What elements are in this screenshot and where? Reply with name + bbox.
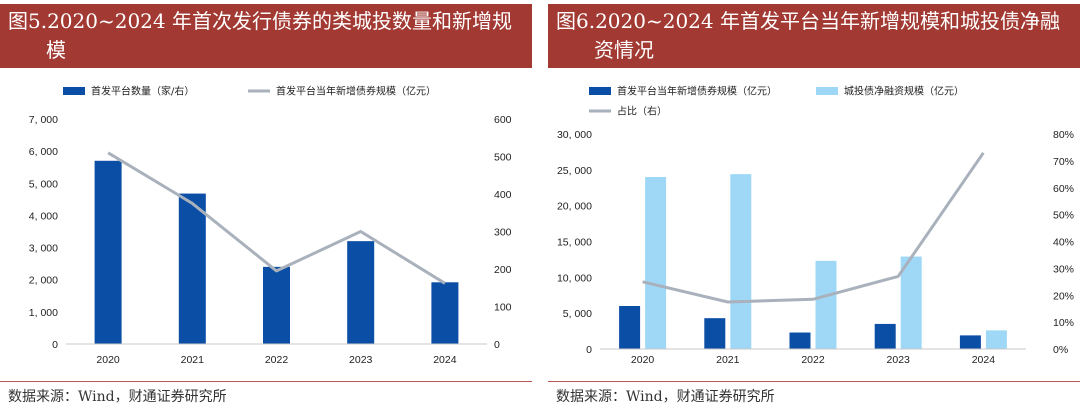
- right-legend-swatch-0: [589, 87, 611, 95]
- left-y-left-tick: 7, 000: [29, 114, 58, 126]
- right-bar-a-2023: [874, 323, 896, 349]
- right-legend-label-0: 首发平台当年新增债券规模（亿元）: [617, 85, 777, 98]
- left-x-tick: 2022: [265, 354, 289, 366]
- left-bar-a-2022: [263, 266, 290, 344]
- left-bar-a-2021: [178, 193, 206, 344]
- left-y-right-tick: 100: [494, 302, 512, 314]
- right-y-left-tick: 5, 000: [563, 308, 592, 320]
- left-y-left-tick: 4, 000: [29, 210, 58, 222]
- right-y-right-tick: 50%: [1053, 210, 1074, 222]
- right-y-left-tick: 0: [586, 344, 592, 356]
- right-bar-a-2020: [619, 306, 641, 349]
- left-legend-label-0: 首发平台数量（家/右）: [91, 85, 194, 98]
- right-y-right-tick: 80%: [1053, 129, 1074, 141]
- right-x-tick: 2021: [716, 354, 740, 366]
- right-title-line2: 资情况: [594, 38, 654, 62]
- right-chart-title: 图6.2020~2024 年首发平台当年新增规模和城投债净融 资情况: [548, 4, 1080, 68]
- left-x-tick: 2024: [433, 354, 457, 366]
- right-x-tick: 2023: [887, 354, 911, 366]
- left-y-right-tick: 500: [494, 152, 512, 164]
- left-chart-title: 图5.2020~2024 年首次发行债券的类城投数量和新增规 模: [0, 4, 532, 68]
- left-bar-a-2023: [347, 241, 375, 344]
- right-y-left-tick: 20, 000: [557, 201, 592, 213]
- left-y-left-tick: 5, 000: [29, 178, 58, 190]
- right-y-left-tick: 15, 000: [557, 237, 592, 249]
- right-line-series: [642, 151, 985, 304]
- left-chart-panel: 图5.2020~2024 年首次发行债券的类城投数量和新增规 模 首发平台数量（…: [0, 0, 532, 412]
- left-chart-svg: 首发平台数量（家/右） 首发平台当年新增债券规模（亿元） 0 1, 000 2, 000…: [29, 85, 512, 367]
- right-legend-label-1: 城投债净融资规模（亿元）: [844, 85, 964, 98]
- left-x-tick: 2023: [349, 354, 373, 366]
- right-chart-panel: 图6.2020~2024 年首发平台当年新增规模和城投债净融 资情况 首发平台当…: [548, 0, 1080, 412]
- right-bar-a-2024: [959, 335, 981, 349]
- left-y-left-tick: 3, 000: [29, 243, 58, 255]
- right-bar-b-2022: [815, 260, 837, 349]
- right-bar-b-2021: [730, 174, 752, 349]
- right-bar-b-2024: [985, 330, 1007, 349]
- right-legend-swatch-1: [816, 87, 838, 95]
- right-x-tick: 2020: [631, 354, 655, 366]
- left-y-right-tick: 300: [494, 227, 512, 239]
- left-x-tick: 2020: [96, 354, 120, 366]
- right-x-tick: 2022: [801, 354, 825, 366]
- right-bar-a-2022: [789, 332, 811, 349]
- left-x-tick: 2021: [181, 354, 205, 366]
- right-title-line1: 图6.2020~2024 年首发平台当年新增规模和城投债净融: [556, 9, 1060, 33]
- right-x-tick: 2024: [972, 354, 996, 366]
- left-footer-divider: [0, 381, 532, 382]
- right-bar-b-2023: [900, 256, 922, 349]
- right-y-right-tick: 10%: [1053, 317, 1074, 329]
- right-y-left-tick: 30, 000: [557, 129, 592, 141]
- left-bar-a-2024: [431, 282, 459, 344]
- right-y-left-tick: 25, 000: [557, 165, 592, 177]
- left-y-right-tick: 400: [494, 189, 512, 201]
- left-y-right-tick: 200: [494, 264, 512, 276]
- left-y-left-tick: 6, 000: [29, 146, 58, 158]
- left-y-right-tick: 0: [494, 339, 500, 351]
- left-title-line2: 模: [46, 38, 66, 62]
- left-y-left-tick: 1, 000: [29, 307, 58, 319]
- right-y-right-tick: 60%: [1053, 183, 1074, 195]
- left-legend-label-1: 首发平台当年新增债券规模（亿元）: [276, 85, 436, 98]
- right-y-right-tick: 30%: [1053, 263, 1074, 275]
- right-bar-b-2020: [645, 177, 667, 349]
- left-line-series: [107, 151, 446, 285]
- left-title-line1: 图5.2020~2024 年首次发行债券的类城投数量和新增规: [8, 9, 512, 33]
- right-footer-divider: [548, 381, 1080, 382]
- right-y-left-tick: 10, 000: [557, 272, 592, 284]
- left-y-left-tick: 0: [52, 339, 58, 351]
- right-legend-label-2: 占比（右）: [617, 105, 667, 118]
- left-y-left-tick: 2, 000: [29, 275, 58, 287]
- right-y-right-tick: 40%: [1053, 237, 1074, 249]
- left-bar-a-2020: [94, 160, 122, 344]
- right-chart-svg: 首发平台当年新增债券规模（亿元） 城投债净融资规模（亿元） 占比（右） 0 5, 000…: [557, 85, 1074, 367]
- left-source-note: 数据来源：Wind，财通证券研究所: [8, 389, 227, 405]
- right-source-note: 数据来源：Wind，财通证券研究所: [556, 389, 775, 405]
- right-bar-a-2021: [704, 318, 726, 349]
- right-y-right-tick: 0%: [1053, 344, 1068, 356]
- right-y-right-tick: 20%: [1053, 290, 1074, 302]
- right-y-right-tick: 70%: [1053, 156, 1074, 168]
- left-y-right-tick: 600: [494, 114, 512, 126]
- left-legend-swatch-0: [63, 87, 85, 95]
